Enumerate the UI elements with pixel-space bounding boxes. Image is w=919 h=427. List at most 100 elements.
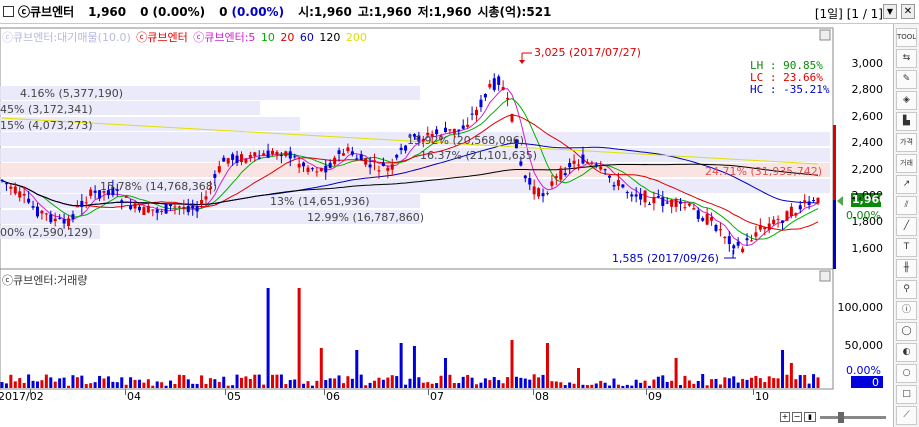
- price-tick-label: 2,200: [851, 162, 884, 176]
- tool-trend-icon[interactable]: ↗: [896, 175, 917, 194]
- candle-body: [137, 206, 141, 211]
- volume-bar: [541, 374, 545, 388]
- volume-bar: [377, 377, 381, 388]
- current-price-label: 1,960: [852, 193, 887, 206]
- panel-close-icon[interactable]: [819, 29, 831, 41]
- volume-bar: [319, 348, 323, 388]
- tool-fib-icon[interactable]: ⟋: [896, 406, 917, 425]
- volume-bar: [49, 377, 53, 388]
- candle-body: [120, 200, 124, 203]
- volume-bar: [727, 378, 731, 388]
- legend-ma-name[interactable]: ⓒ큐브엔터:: [193, 31, 249, 44]
- volume-bars: [0, 288, 820, 388]
- volume-panel-frame: [0, 268, 834, 390]
- volume-bar: [44, 374, 48, 388]
- legend-stock[interactable]: ⓒ큐브엔터: [136, 31, 188, 44]
- close-icon[interactable]: ✕: [901, 4, 915, 19]
- tool-text-icon[interactable]: T: [896, 238, 917, 257]
- tool-line-icon[interactable]: ╱: [896, 217, 917, 236]
- ma-line-120: [1, 163, 819, 207]
- legend-ma60: 60: [299, 31, 314, 44]
- zoom-in-icon[interactable]: +: [780, 412, 790, 422]
- volume-bar: [488, 380, 492, 388]
- scroll-thumb[interactable]: [838, 412, 844, 423]
- candle-body: [705, 213, 709, 225]
- volume-panel-close-icon[interactable]: [819, 270, 831, 282]
- volume-bar: [231, 385, 235, 388]
- tool-rect-icon[interactable]: □: [896, 385, 917, 404]
- volume-bar: [798, 375, 802, 388]
- volume-bar: [129, 377, 133, 388]
- tool-volume-icon[interactable]: 거래: [896, 154, 917, 173]
- price-tick-label: 3,000: [851, 57, 884, 70]
- current-price: 1,960: [88, 4, 127, 19]
- volume-profile-band: [0, 148, 830, 162]
- vp-label-5: 16.37% (21,101,635): [420, 149, 538, 162]
- candle-body: [585, 161, 589, 163]
- candle-body: [111, 187, 115, 196]
- vp-label-6: 15.78% (14,768,368): [100, 180, 218, 193]
- price-chart[interactable]: [0, 24, 893, 427]
- candle-body: [568, 162, 572, 168]
- candle-body: [169, 204, 173, 207]
- volume-bar: [40, 380, 44, 388]
- market-cap: 시총(억):521: [477, 5, 552, 19]
- volume-bar: [656, 376, 660, 388]
- volume-bar: [191, 383, 195, 388]
- tool-ruler-icon[interactable]: ◈: [896, 91, 917, 110]
- volume-title[interactable]: ⓒ큐브엔터:거래량: [2, 274, 88, 287]
- candle-body: [594, 164, 598, 166]
- tool-candle-icon[interactable]: ✎: [896, 70, 917, 89]
- tool-magnifier-icon[interactable]: ⚲: [896, 280, 917, 299]
- reset-icon[interactable]: ▮: [804, 412, 816, 422]
- legend-ma200: 200: [345, 31, 367, 44]
- candle-body: [630, 194, 634, 197]
- volume-bar: [200, 375, 204, 388]
- candlesticks: [0, 73, 820, 255]
- stock-name[interactable]: ⓒ큐브엔터: [18, 5, 75, 19]
- candle-body: [452, 128, 456, 134]
- dropdown-arrow-icon[interactable]: ▼: [883, 4, 897, 19]
- candle-body: [4, 183, 8, 185]
- tool-candle2-icon[interactable]: ╫: [896, 259, 917, 278]
- window-menu-icon[interactable]: [3, 6, 14, 17]
- tool-circle-icon[interactable]: ◯: [896, 322, 917, 341]
- volume-bar: [399, 343, 403, 388]
- candle-body: [687, 203, 691, 206]
- period-label[interactable]: [1일]: [814, 7, 843, 21]
- tool-bar-icon[interactable]: ▙: [896, 112, 917, 131]
- candle-body: [608, 175, 612, 178]
- stat-lc: LC : 23.66%: [750, 71, 823, 84]
- tool-settings-icon[interactable]: TOOL: [896, 28, 917, 47]
- tool-cycle-icon[interactable]: ◐: [896, 343, 917, 362]
- volume-bar: [288, 380, 292, 388]
- candle-body: [381, 162, 385, 166]
- tool-info-icon[interactable]: ⓘ: [896, 301, 917, 320]
- candle-body: [541, 193, 545, 197]
- volume-bar: [812, 374, 816, 388]
- volume-bar: [315, 380, 319, 388]
- tool-channel-icon[interactable]: ⫽: [896, 196, 917, 215]
- candle-body: [319, 168, 323, 171]
- up-volume-gauge: [833, 125, 836, 269]
- date-tick-mark: [125, 389, 126, 395]
- volume-bar: [448, 374, 452, 388]
- scroll-track[interactable]: [820, 416, 886, 419]
- tool-ellipse-icon[interactable]: ○: [896, 364, 917, 383]
- candle-body: [213, 174, 217, 178]
- tool-compare-icon[interactable]: ⇆: [896, 49, 917, 68]
- date-tick-mark: [646, 389, 647, 395]
- candle-body: [71, 214, 75, 219]
- zoom-out-icon[interactable]: −: [792, 412, 802, 422]
- volume-bar: [692, 383, 696, 388]
- volume-bar: [430, 383, 434, 388]
- low-marker: [724, 250, 736, 259]
- candle-body: [279, 155, 283, 157]
- volume-bar: [368, 382, 372, 388]
- tool-price-icon[interactable]: 가격: [896, 133, 917, 152]
- candle-body: [129, 205, 133, 210]
- volume-bar: [115, 382, 119, 388]
- volume-bar: [71, 375, 75, 388]
- candle-body: [200, 199, 204, 205]
- candle-body: [341, 153, 345, 156]
